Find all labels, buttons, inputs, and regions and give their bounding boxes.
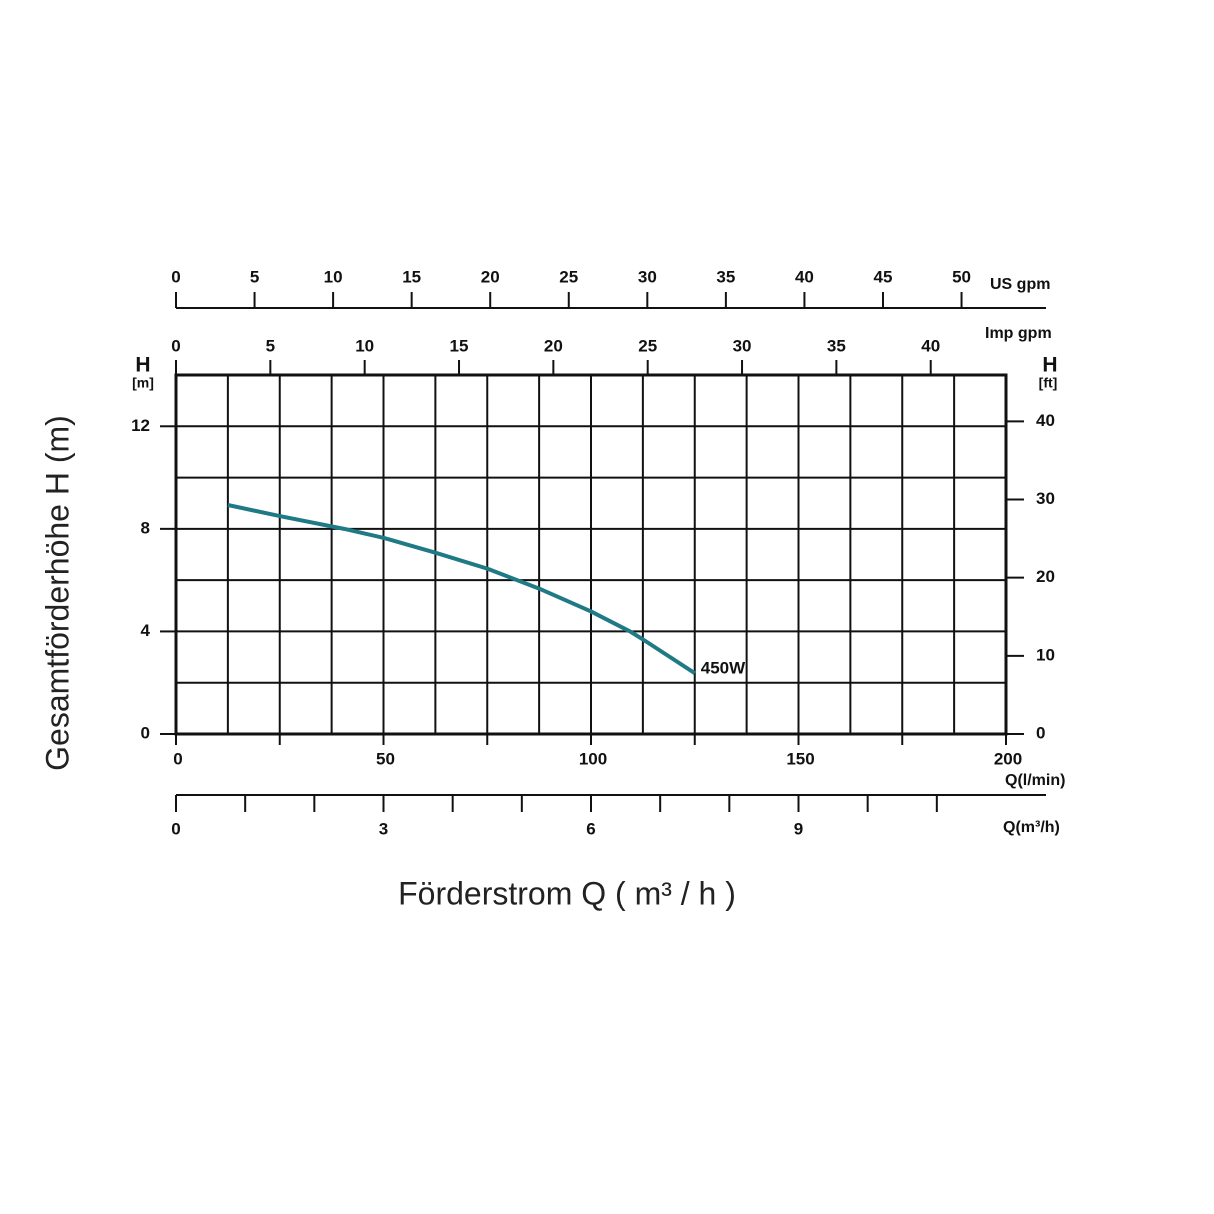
curve bbox=[227, 503, 696, 675]
y2-symbol: H bbox=[1042, 354, 1057, 377]
top-tick-label: 20 bbox=[481, 267, 500, 286]
top-tick-label: 35 bbox=[827, 336, 846, 355]
bottom-axis-unit: Q(m³/h) bbox=[1003, 819, 1060, 836]
top-tick-label: 30 bbox=[733, 336, 752, 355]
y2-tick-label: 20 bbox=[1036, 567, 1055, 586]
top-tick-label: 0 bbox=[171, 267, 180, 286]
top-axis-unit: US gpm bbox=[990, 276, 1050, 293]
y-unit: [m] bbox=[132, 375, 154, 391]
top-tick-label: 10 bbox=[355, 336, 374, 355]
top-tick-label: 30 bbox=[638, 267, 657, 286]
curve-label: 450W bbox=[701, 659, 746, 678]
y-tick-label: 12 bbox=[131, 416, 150, 435]
top-tick-label: 50 bbox=[952, 267, 971, 286]
x-tick-label: 50 bbox=[376, 749, 395, 768]
y-tick-label: 4 bbox=[141, 621, 151, 640]
y-axis-title: Gesamtförderhöhe H (m) bbox=[39, 415, 75, 771]
top-tick-label: 0 bbox=[171, 336, 180, 355]
bottom-tick-label: 0 bbox=[171, 819, 180, 838]
top-tick-label: 40 bbox=[921, 336, 940, 355]
top-tick-label: 35 bbox=[716, 267, 735, 286]
top-tick-label: 5 bbox=[266, 336, 275, 355]
x-unit: Q(l/min) bbox=[1005, 772, 1065, 789]
top-tick-label: 25 bbox=[559, 267, 578, 286]
top-tick-label: 5 bbox=[250, 267, 259, 286]
top-axis-unit: Imp gpm bbox=[985, 325, 1052, 342]
top-tick-label: 15 bbox=[402, 267, 421, 286]
top-tick-label: 15 bbox=[450, 336, 469, 355]
x-tick-label: 200 bbox=[994, 749, 1022, 768]
top-tick-label: 20 bbox=[544, 336, 563, 355]
bottom-tick-label: 6 bbox=[586, 819, 595, 838]
x-tick-label: 150 bbox=[786, 749, 814, 768]
y2-tick-label: 30 bbox=[1036, 489, 1055, 508]
top-tick-label: 45 bbox=[874, 267, 893, 286]
bottom-tick-label: 9 bbox=[794, 819, 803, 838]
top-tick-label: 40 bbox=[795, 267, 814, 286]
y-tick-label: 8 bbox=[141, 518, 150, 537]
top-tick-label: 25 bbox=[638, 336, 657, 355]
y-tick-label: 0 bbox=[141, 723, 150, 742]
y2-tick-label: 0 bbox=[1036, 723, 1045, 742]
y2-tick-label: 10 bbox=[1036, 645, 1055, 664]
x-tick-label: 100 bbox=[579, 749, 607, 768]
bottom-tick-label: 3 bbox=[379, 819, 388, 838]
x-tick-label: 0 bbox=[173, 749, 182, 768]
y-symbol: H bbox=[135, 354, 150, 377]
y2-unit: [ft] bbox=[1039, 375, 1058, 391]
x-axis-title: Förderstrom Q ( m³ / h ) bbox=[398, 875, 736, 911]
y2-tick-label: 40 bbox=[1036, 411, 1055, 430]
top-tick-label: 10 bbox=[324, 267, 343, 286]
